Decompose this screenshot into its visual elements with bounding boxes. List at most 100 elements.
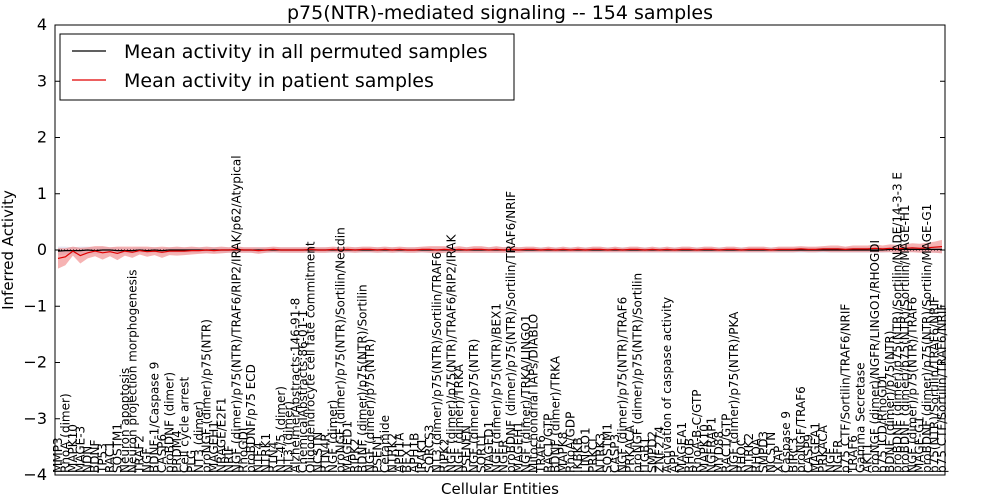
x-tick-label: RAC1/GTP (720, 414, 734, 473)
x-tick-label: proBDNF/p75 ECD (244, 364, 258, 473)
x-tick-label: ZNF274 (653, 426, 667, 473)
x-tick-label: RhoA/GDP (564, 412, 578, 473)
legend-label-permuted: Mean activity in all permuted samples (124, 41, 487, 63)
x-tick-label: NDN (81, 446, 95, 473)
x-tick-label: proNGF (dimer)/p75(NTR)/Sortilin (630, 273, 644, 473)
x-tick-label: PSEN1 (370, 434, 384, 473)
x-tick-label: NTRK2 (385, 433, 399, 473)
x-tick-label: SQSTM1 (601, 423, 615, 473)
x-tick-label: TRAF2 (133, 435, 147, 474)
x-tick-label: RAC1 (103, 441, 117, 473)
x-tick-label: NTF4 (252, 442, 266, 473)
y-axis: −4 −3 −2 −1 0 1 2 3 4 (23, 15, 945, 484)
y-tick-label: −3 (23, 409, 47, 428)
x-tick-label: NGFR (831, 439, 845, 473)
x-tick-label: APP (668, 450, 682, 473)
x-tick-label: RTN4R (318, 433, 332, 473)
x-tick-label: PRDM4 (170, 430, 184, 473)
x-tick-label: RhoGDI (237, 428, 251, 473)
x-tick-label: APH1A (393, 432, 407, 473)
x-tick-label: MAGED1 (482, 421, 496, 473)
chart-title: p75(NTR)-mediated signaling -- 154 sampl… (287, 2, 713, 24)
x-tick-label: IRAK1 (415, 438, 429, 473)
x-tick-label: NGF (dimer)/p75(NTR)/TRAF6 (905, 297, 919, 473)
x-tick-label: NGF (dimer)/p75(NTR) (363, 339, 377, 473)
y-tick-label: 1 (37, 184, 47, 203)
x-tick-label: p75 CTF/Sortilin/TRAF6/NRIF (935, 304, 949, 473)
x-tick-label: Cell cycle arrest (177, 377, 191, 473)
x-tick-label: BDNF (dimer)/TRKA (549, 355, 563, 473)
x-tick-label: BEX1 (400, 441, 414, 473)
x-tick-label: SMPD3 (757, 431, 771, 473)
x-tick-label: AKT1 (861, 443, 875, 473)
y-tick-label: 3 (37, 71, 47, 90)
x-tick-label: MAGE-3 (73, 426, 87, 473)
x-tick-label: SMPD2 (645, 431, 659, 473)
x-tick-label: Activation of caspase activity (660, 297, 674, 473)
legend-label-patient: Mean activity in patient samples (124, 70, 434, 92)
x-tick-label: Ceramide (378, 415, 392, 473)
x-tick-label: RTN4 (266, 442, 280, 473)
x-tick-label: NGF (dimer)/p75(NTR) (467, 339, 481, 473)
x-tick-label: NGF (dimer)/TRKA (452, 363, 466, 473)
x-tick-label: proBDNF (dimer)/p75(NTR)/Sortilin/TRAF6/… (504, 191, 518, 473)
x-tick-label: Oligodendrocyte cell fate commitment (304, 241, 318, 473)
x-tick-label: MAGEA1 (809, 422, 823, 473)
x-tick-label: NGF (dimer) (326, 400, 340, 473)
x-tick-label: MAPK10 (697, 424, 711, 473)
x-tick-label: MAPK10 (66, 424, 80, 473)
x-tick-label: PRKCI (586, 438, 600, 473)
x-tick-label: proNGF (dimer)/p75(NTR) (200, 319, 214, 473)
x-tick-label: RIPK2 (348, 438, 362, 473)
x-tick-label: NGF (dimer)/p75(NTR)/TRAF6 (616, 297, 630, 473)
x-tick-label: NT3 (dimer) (192, 401, 206, 473)
x-tick-label: NT3 (dimer) (281, 401, 295, 473)
x-tick-label: Gamma Secretase (853, 362, 867, 473)
x-tick-label: MAGED1 (341, 421, 355, 473)
x-tick-label: NGF (dimer)/p75(NTR)/BEX1 (489, 303, 503, 473)
x-tick-label: CASP3 (608, 434, 622, 473)
x-tick-label: Mitochondrial IAPs/DIABLO (526, 314, 540, 473)
x-tick-label: NTRK1 (259, 433, 273, 473)
x-tick-label: NGFR (497, 439, 511, 473)
y-tick-label: 0 (37, 240, 47, 259)
x-tick-label: NTRK2 (742, 433, 756, 473)
x-tick-label: NGF (dimer)/p75(NTR)/PKA (727, 311, 741, 473)
x-tick-label: p75(NTR)/Sortilin/TRAF6/NRIF (928, 296, 942, 473)
x-tick-label: NT-4/5 (dimer) (274, 386, 288, 473)
x-tick-label: NTRK3 (593, 433, 607, 473)
x-tick-label: CASP6 (155, 434, 169, 473)
x-tick-label: SORCS3 (422, 425, 436, 473)
x-tick-label: TRAF6 (846, 435, 860, 474)
x-tick-label: PSENEN (460, 425, 474, 473)
x-tick-label: RhoA (dimer) (58, 393, 72, 473)
x-tick-label: proNGF (dimer)/p75(NTR)/Sortilin/Necdin (333, 227, 347, 473)
y-axis-label: Inferred Activity (0, 190, 17, 310)
x-tick-label: BDNF-1/Caspase 9 (148, 362, 162, 473)
x-tick-label: proNGF/TRAF6 (794, 386, 808, 473)
x-tick-label: BDNF (dimer)/p75(NTR)/Sortilin (356, 284, 370, 473)
x-tick-label: NRIF (222, 445, 236, 473)
x-tick-label: TRAF6 (534, 435, 548, 474)
y-tick-label: −2 (23, 353, 47, 372)
y-tick-label: −1 (23, 296, 47, 315)
x-tick-label: RhoA-B-C/GTP (690, 389, 704, 473)
x-tick-label: proNGF (dimer)/NGFR/LINGO1/RHOGDI (868, 240, 882, 473)
x-tick-label: proBDNF (dimer) (162, 372, 176, 473)
x-tick-label: MAGE-G1 (913, 416, 927, 473)
x-tick-label: NGF (824, 448, 838, 473)
x-tick-label: ITGB1 (638, 437, 652, 473)
x-tick-label: Caspase 9 (779, 411, 793, 473)
x-tick-label: p75 ICD/RhoGDI (876, 376, 890, 473)
x-tick-label: p75 CTF/Sortilin/TRAF6/NRIF (838, 304, 852, 473)
x-tick-label: NRAGE/E2F1 (214, 397, 228, 473)
x-tick-label: MAGEH1 (512, 421, 526, 473)
x-tick-label: BIRC3 (786, 437, 800, 473)
x-axis-label: Cellular Entities (441, 480, 559, 498)
x-tick-label: SORT1 (474, 433, 488, 473)
x-tick-label: proBDNF (dimer)/p75(NTR)/Sortilin/MAGE-H… (898, 204, 912, 473)
x-tick-label: LINGO1 (578, 427, 592, 473)
x-tick-label: Neuron projection morphogenesis (125, 270, 139, 474)
